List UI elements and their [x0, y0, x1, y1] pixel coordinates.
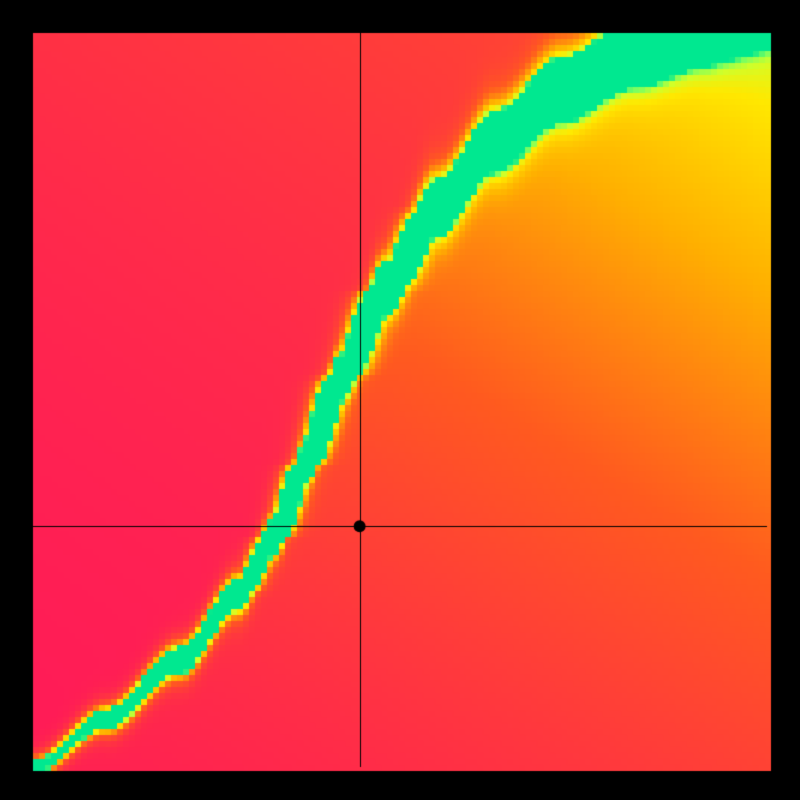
bottleneck-heatmap: [0, 0, 800, 800]
chart-container: TheBottleneck.com: [0, 0, 800, 800]
